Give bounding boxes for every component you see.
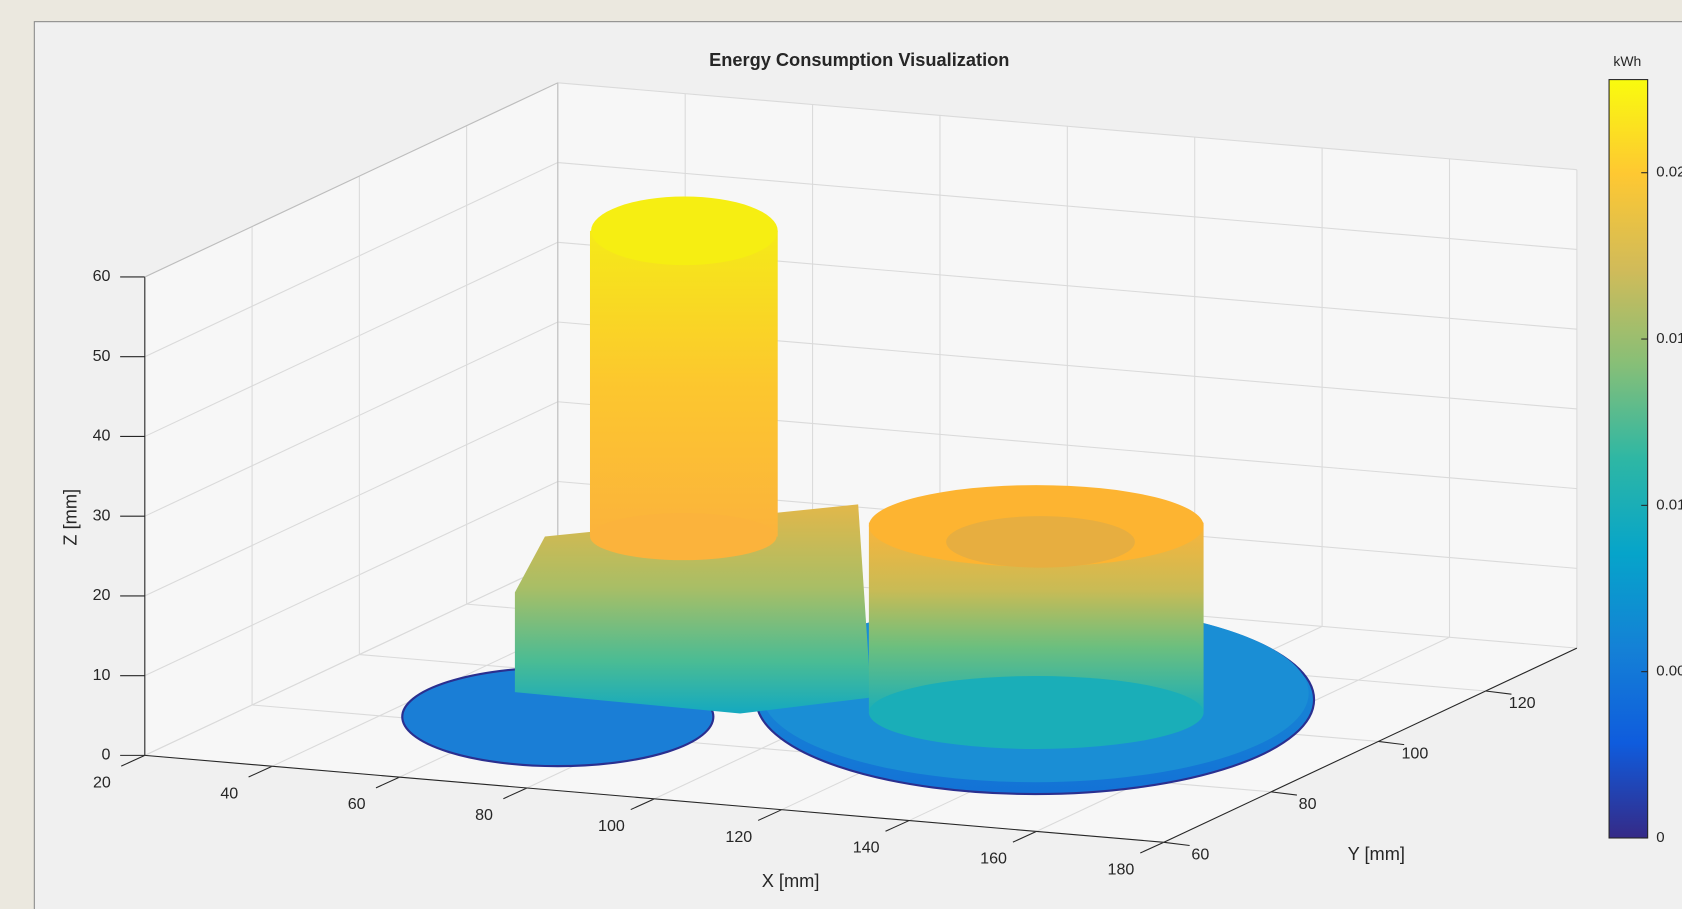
x-tick-label: 100 <box>598 817 625 835</box>
colorbar-tick-label: 0.015 <box>1656 330 1682 347</box>
z-tick-label: 50 <box>93 347 111 365</box>
z-tick-label: 20 <box>93 586 111 604</box>
colorbar-tick-label: 0.005 <box>1656 663 1682 680</box>
z-tick-label: 30 <box>93 506 111 524</box>
tall-cylinder-top <box>591 197 778 266</box>
z-tick-label: 40 <box>93 427 111 445</box>
tall-cylinder <box>590 231 778 537</box>
z-axis-label: Z [mm] <box>60 489 81 546</box>
x-tick-label: 80 <box>475 806 493 824</box>
page: {"chart_data": {"type": "surface3d", "ti… <box>0 0 1682 909</box>
colorbar <box>1609 80 1648 838</box>
colorbar-tick-label: 0.01 <box>1656 496 1682 513</box>
x-tick-label: 40 <box>220 784 238 802</box>
x-tick-label: 60 <box>348 795 366 813</box>
ring-hole <box>946 516 1135 567</box>
z-tick-label: 60 <box>93 267 111 285</box>
colorbar-tick-label: 0.02 <box>1656 164 1682 181</box>
y-axis-label: Y [mm] <box>1348 843 1405 864</box>
x-axis-label: X [mm] <box>762 870 820 891</box>
tall-cylinder <box>590 513 777 560</box>
z-tick-label: 0 <box>102 746 111 764</box>
colorbar-tick-label: 0 <box>1656 829 1664 846</box>
x-tick-label: 120 <box>725 828 752 846</box>
z-tick-label: 10 <box>93 666 111 684</box>
colorbar-label: kWh <box>1613 53 1641 69</box>
y-tick-label: 80 <box>1299 795 1317 813</box>
chart-title: Energy Consumption Visualization <box>709 49 1009 70</box>
y-tick-label: 100 <box>1401 745 1428 763</box>
chart: Energy Consumption Visualization X [mm] … <box>0 0 1682 909</box>
x-tick-label: 160 <box>980 850 1007 868</box>
x-tick-label: 20 <box>93 774 111 792</box>
x-tick-label: 180 <box>1108 860 1135 878</box>
y-tick-label: 60 <box>1191 845 1209 863</box>
y-tick-label: 120 <box>1509 694 1536 712</box>
ring <box>869 676 1204 749</box>
x-tick-label: 140 <box>853 839 880 857</box>
